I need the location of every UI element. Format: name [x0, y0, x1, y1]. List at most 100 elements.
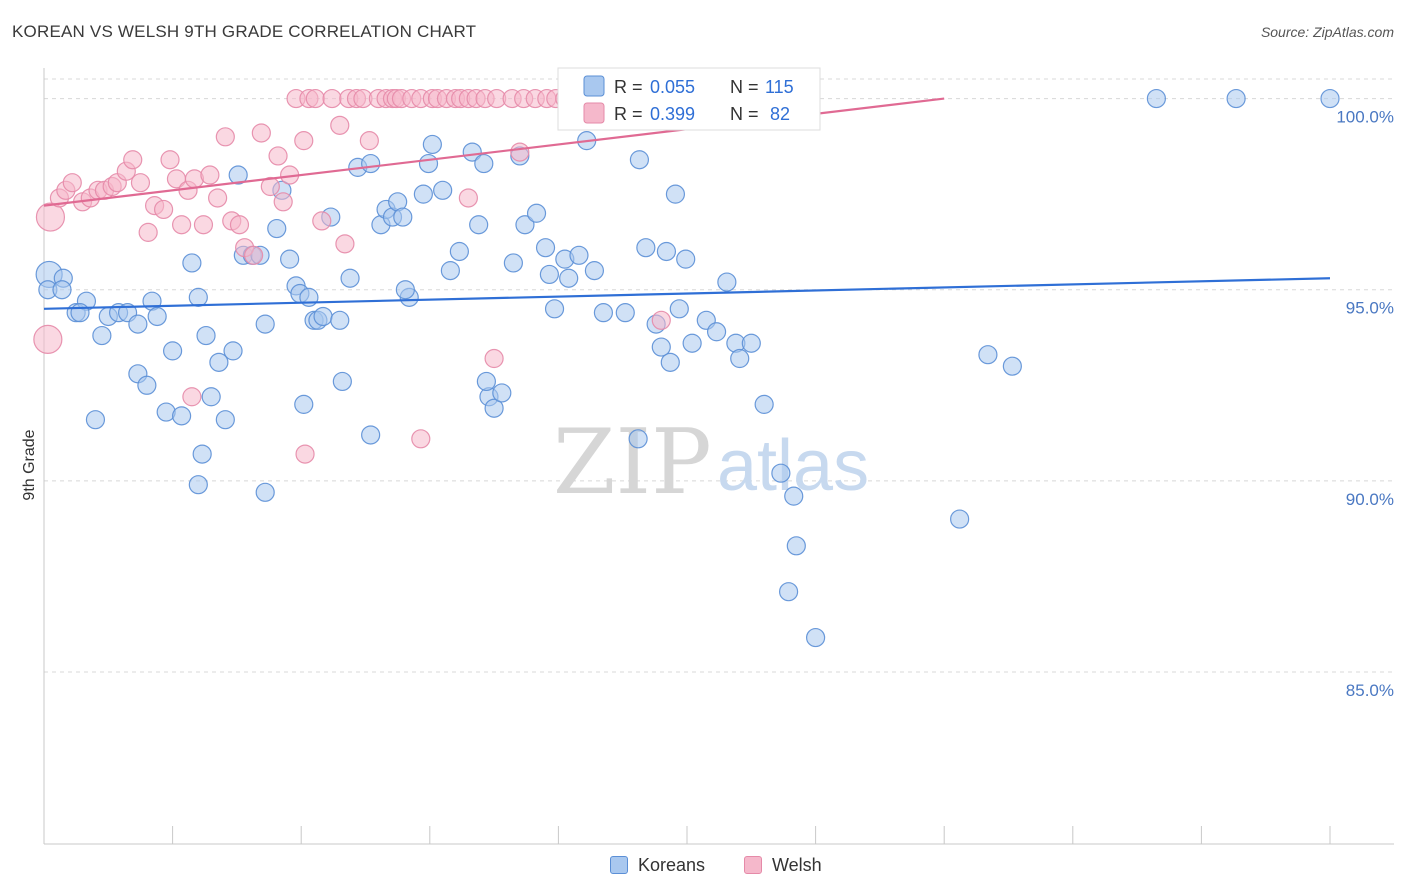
point-welsh	[138, 222, 158, 242]
point-koreans	[1320, 88, 1340, 109]
point-koreans	[730, 348, 750, 369]
bottom-legend: Koreans Welsh	[0, 852, 1406, 878]
point-koreans	[147, 306, 167, 327]
point-welsh	[273, 192, 293, 212]
point-welsh	[153, 199, 174, 220]
point-koreans	[172, 406, 192, 426]
point-koreans	[393, 207, 413, 227]
point-welsh	[458, 188, 478, 208]
point-koreans	[361, 153, 381, 174]
watermark-zip: ZIP	[553, 410, 712, 515]
legend-r-label-koreans: R =	[614, 77, 643, 97]
point-koreans	[395, 280, 415, 300]
point-welsh	[260, 176, 280, 197]
chart-title: KOREAN VS WELSH 9TH GRADE CORRELATION CH…	[12, 22, 477, 41]
point-welsh	[305, 88, 325, 109]
point-koreans	[361, 425, 381, 445]
point-welsh	[510, 142, 530, 162]
point-koreans	[188, 475, 208, 495]
point-koreans	[440, 261, 460, 281]
point-koreans	[1146, 88, 1166, 109]
point-koreans	[535, 238, 556, 258]
point-koreans	[778, 582, 799, 602]
point-welsh	[193, 215, 214, 235]
legend-n-label-welsh: N =	[730, 104, 759, 124]
legend-swatch-welsh	[583, 102, 605, 124]
y-axis-label: 9th Grade	[21, 429, 38, 500]
point-koreans	[559, 268, 579, 288]
point-koreans	[209, 352, 229, 372]
point-welsh	[208, 188, 228, 208]
point-koreans	[676, 249, 696, 269]
point-koreans	[544, 299, 565, 319]
point-welsh	[330, 115, 350, 135]
bottom-legend-label-welsh: Welsh	[772, 854, 822, 875]
y-tick-label: 85.0%	[1346, 681, 1394, 700]
bottom-legend-label-koreans: Koreans	[638, 854, 706, 875]
point-welsh	[244, 245, 264, 265]
point-koreans	[52, 280, 72, 300]
point-koreans	[255, 314, 275, 334]
point-koreans	[228, 165, 248, 185]
point-koreans	[449, 241, 469, 262]
point-koreans	[656, 241, 677, 262]
point-welsh	[33, 324, 63, 355]
point-koreans	[569, 245, 589, 265]
axes	[43, 68, 1394, 845]
y-tick-label: 95.0%	[1346, 299, 1394, 318]
point-welsh	[200, 165, 220, 185]
legend-r-label-welsh: R =	[614, 104, 643, 124]
point-koreans	[1002, 356, 1022, 376]
point-koreans	[660, 352, 680, 372]
point-koreans	[215, 410, 235, 430]
point-koreans	[223, 341, 243, 361]
point-koreans	[280, 249, 300, 269]
legend-r-value-koreans: 0.055	[650, 77, 695, 97]
point-koreans	[754, 394, 774, 414]
point-welsh	[295, 444, 315, 464]
bottom-legend-swatch-welsh	[744, 856, 762, 874]
point-welsh	[651, 310, 671, 330]
point-koreans	[340, 268, 360, 288]
point-koreans	[182, 253, 202, 273]
point-koreans	[201, 387, 221, 407]
point-koreans	[422, 134, 442, 155]
legend-n-value-koreans: 115	[765, 77, 794, 97]
bottom-legend-item-koreans: Koreans	[610, 852, 705, 878]
point-koreans	[196, 325, 216, 346]
point-koreans	[474, 153, 494, 174]
y-tick-label: 100.0%	[1336, 108, 1394, 127]
y-tick-label: 90.0%	[1346, 490, 1394, 509]
point-koreans	[805, 627, 826, 648]
legend-swatch-koreans	[583, 75, 605, 97]
point-koreans	[526, 203, 547, 223]
source-label: Source: ZipAtlas.com	[1260, 24, 1394, 40]
point-koreans	[786, 536, 806, 556]
data-points	[33, 88, 1340, 648]
trend-line-koreans	[43, 277, 1331, 310]
point-koreans	[313, 306, 333, 327]
point-welsh	[312, 211, 332, 231]
point-koreans	[515, 215, 535, 235]
point-welsh	[411, 429, 431, 449]
point-koreans	[651, 337, 671, 357]
point-koreans	[137, 375, 157, 395]
point-koreans	[267, 218, 287, 239]
point-welsh	[335, 234, 355, 254]
point-koreans	[192, 444, 212, 464]
point-welsh	[359, 131, 379, 151]
point-koreans	[636, 238, 656, 258]
point-koreans	[484, 398, 504, 418]
point-koreans	[665, 184, 686, 204]
point-koreans	[476, 371, 496, 392]
point-koreans	[978, 345, 998, 365]
point-koreans	[163, 341, 183, 361]
legend-n-value-welsh: 82	[770, 104, 790, 124]
point-koreans	[188, 287, 208, 307]
point-welsh	[172, 215, 192, 235]
y-tick-labels: 100.0% 95.0% 90.0% 85.0%	[1336, 108, 1394, 700]
point-welsh	[322, 88, 342, 109]
bottom-legend-swatch-koreans	[610, 856, 628, 874]
point-welsh	[160, 150, 180, 170]
point-koreans	[784, 486, 804, 506]
